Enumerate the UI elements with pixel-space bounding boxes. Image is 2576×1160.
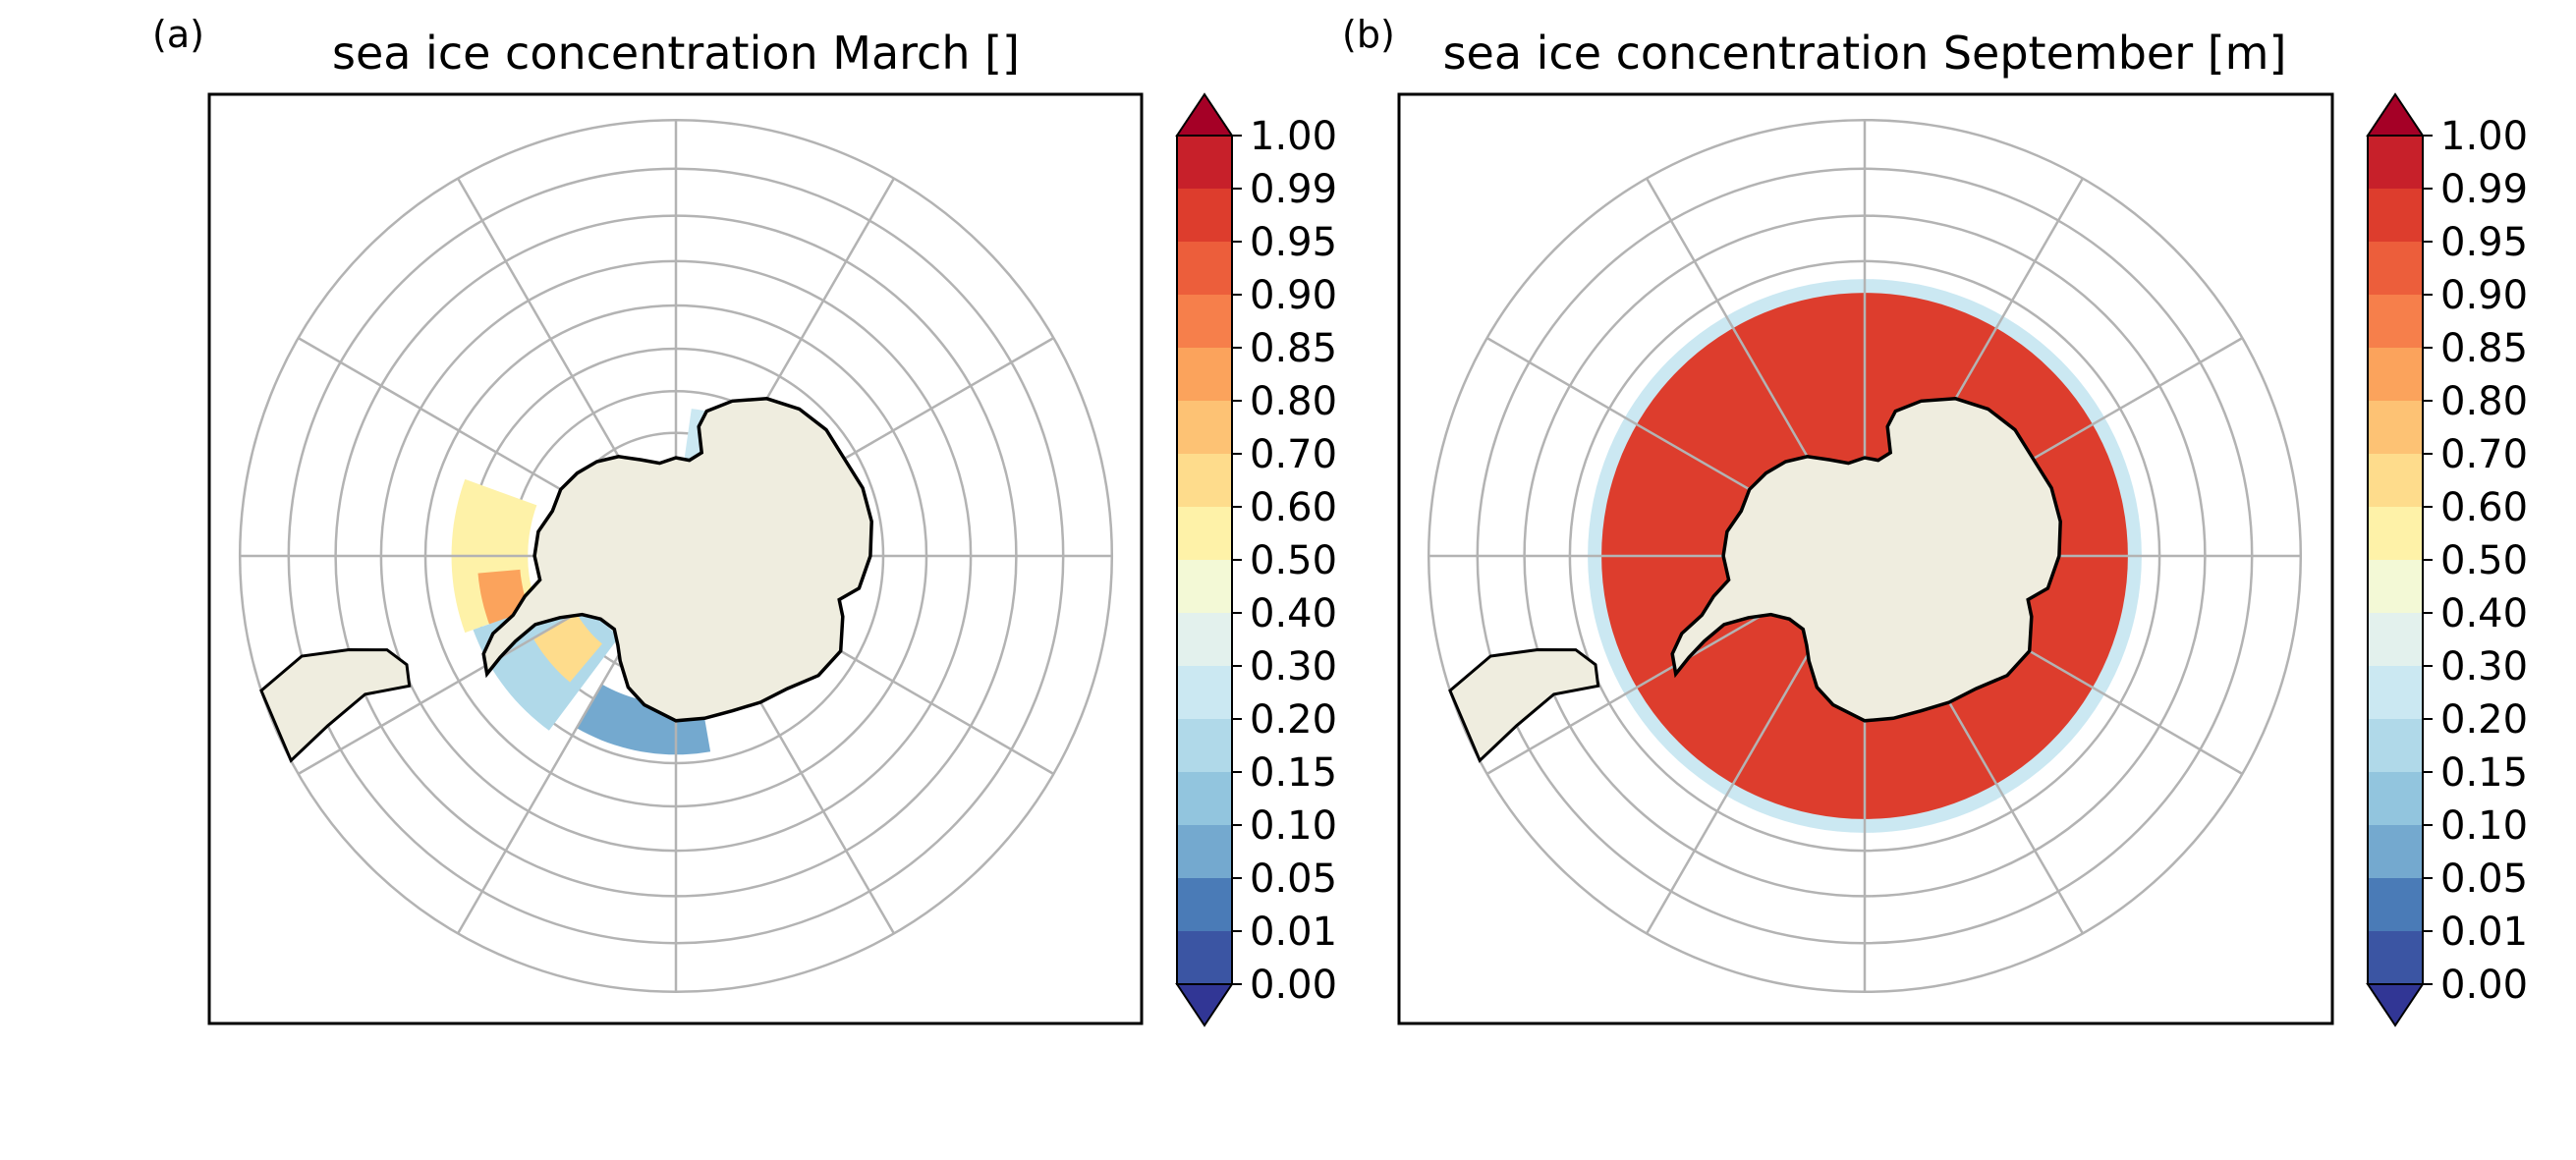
colorbar-segment <box>1177 348 1232 402</box>
colorbar-tick-label: 0.80 <box>2440 379 2528 424</box>
colorbar-tick-label: 0.00 <box>1250 963 1337 1008</box>
colorbar-tick-label: 0.01 <box>2440 910 2528 955</box>
panel-label-a: (a) <box>152 13 204 56</box>
colorbar-tick-label: 0.80 <box>1250 379 1337 424</box>
colorbar-extend-max <box>1175 92 1234 137</box>
colorbar-tick-label: 0.10 <box>2440 803 2528 849</box>
colorbar-segment <box>1177 560 1232 614</box>
panel-september: (b) sea ice concentration September [m] … <box>1342 13 2528 1027</box>
colorbar-tick-label: 0.10 <box>1250 803 1337 849</box>
colorbar-tick-label: 0.95 <box>1250 220 1337 265</box>
colorbar-segment <box>1177 507 1232 561</box>
colorbar-tick-label: 0.60 <box>1250 485 1337 530</box>
colorbar-tick-label: 0.15 <box>2440 750 2528 796</box>
panel-label-b: (b) <box>1342 13 1395 56</box>
panel-title-september: sea ice concentration September [m] <box>1443 27 2287 80</box>
colorbar-segment <box>1177 825 1232 879</box>
colorbar-extend-max <box>2366 92 2425 137</box>
colorbar-segment <box>2368 719 2423 773</box>
graticule-circle <box>238 118 1114 994</box>
colorbar-segment <box>2368 931 2423 985</box>
colorbar-segment <box>1177 719 1232 773</box>
map-frame-september <box>1397 92 2334 1025</box>
colorbar-tick-label: 0.05 <box>1250 856 1337 902</box>
colorbar-tick-label: 1.00 <box>2440 114 2528 159</box>
colorbar-segment <box>2368 772 2423 826</box>
colorbar-segment <box>2368 613 2423 667</box>
colorbar-tick-label: 0.70 <box>1250 432 1337 477</box>
colorbar-tick-label: 0.30 <box>1250 644 1337 690</box>
colorbar-segment <box>2368 825 2423 879</box>
colorbar-segment <box>1177 772 1232 826</box>
colorbar-tick-label: 0.95 <box>2440 220 2528 265</box>
colorbar-segment <box>1177 189 1232 243</box>
antarctica-land <box>481 397 873 723</box>
colorbar-march: 1.00 0.99 0.95 0.90 0.85 0.80 0.70 0.60 0.50 0.40… <box>1175 92 1337 1027</box>
colorbar-segment <box>2368 666 2423 720</box>
graticule-circle <box>1427 118 2303 994</box>
colorbar-tick-label: 0.20 <box>1250 697 1337 743</box>
colorbar-tick-label: 0.60 <box>2440 485 2528 530</box>
sea-ice-patch <box>532 613 602 683</box>
colorbar-tick-label: 0.85 <box>1250 326 1337 371</box>
south-america-land <box>1448 647 1600 763</box>
panel-title-march: sea ice concentration March [] <box>332 27 1020 80</box>
colorbar-tick-label: 0.50 <box>1250 538 1337 583</box>
colorbar-segment <box>1177 931 1232 985</box>
colorbar-tick-label: 0.99 <box>1250 167 1337 212</box>
colorbar-segment <box>2368 560 2423 614</box>
colorbar-segment <box>1177 136 1232 190</box>
colorbar-tick-label: 0.40 <box>2440 591 2528 636</box>
map-frame-march <box>207 92 1144 1025</box>
colorbar-tick-label: 0.30 <box>2440 644 2528 690</box>
colorbar-tick-label: 0.05 <box>2440 856 2528 902</box>
colorbar-segment <box>1177 401 1232 455</box>
colorbar-tick-label: 0.90 <box>1250 273 1337 318</box>
colorbar-segment <box>2368 507 2423 561</box>
colorbar-tick-label: 0.00 <box>2440 963 2528 1008</box>
colorbar-segment <box>1177 666 1232 720</box>
colorbar-tick-label: 0.40 <box>1250 591 1337 636</box>
colorbar-segment <box>2368 454 2423 508</box>
colorbar-segment <box>2368 242 2423 296</box>
colorbar-segment <box>2368 189 2423 243</box>
map-march <box>238 118 1114 994</box>
colorbar-tick-label: 0.20 <box>2440 697 2528 743</box>
colorbar-segment <box>2368 401 2423 455</box>
colorbar-extend-min <box>1175 983 1234 1027</box>
colorbar-segment <box>1177 454 1232 508</box>
colorbar-segment <box>2368 136 2423 190</box>
colorbar-tick-label: 1.00 <box>1250 114 1337 159</box>
colorbar-segment <box>1177 295 1232 349</box>
colorbar-segment <box>2368 878 2423 932</box>
colorbar-tick-label: 0.85 <box>2440 326 2528 371</box>
colorbar-segment <box>2368 348 2423 402</box>
map-september <box>1427 118 2303 994</box>
colorbar-segment <box>1177 878 1232 932</box>
colorbar-segment <box>2368 295 2423 349</box>
colorbar-segment <box>1177 242 1232 296</box>
panel-march: (a) sea ice concentration March [] 1.00 0… <box>152 13 1337 1027</box>
colorbar-tick-label: 0.01 <box>1250 910 1337 955</box>
colorbar-extend-min <box>2366 983 2425 1027</box>
colorbar-segment <box>1177 613 1232 667</box>
colorbar-tick-label: 0.50 <box>2440 538 2528 583</box>
colorbar-tick-label: 0.90 <box>2440 273 2528 318</box>
south-america-land <box>259 647 412 763</box>
antarctica-land <box>1670 397 2062 723</box>
colorbar-tick-label: 0.70 <box>2440 432 2528 477</box>
colorbar-september: 1.00 0.99 0.95 0.90 0.85 0.80 0.70 0.60 0.50 0.40… <box>2366 92 2528 1027</box>
colorbar-tick-label: 0.99 <box>2440 167 2528 212</box>
colorbar-tick-label: 0.15 <box>1250 750 1337 796</box>
